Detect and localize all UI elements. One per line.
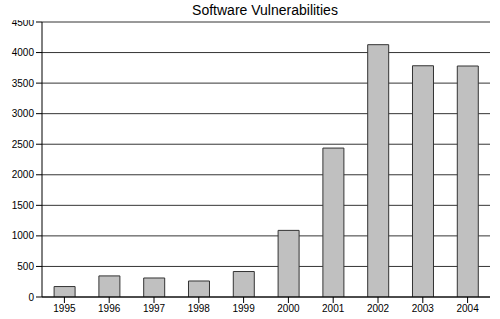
svg-text:2500: 2500 [12,139,35,150]
svg-text:4500: 4500 [12,20,35,28]
svg-text:500: 500 [17,261,34,272]
svg-text:2003: 2003 [412,303,435,314]
svg-text:2004: 2004 [456,303,479,314]
svg-text:4000: 4000 [12,47,35,58]
svg-text:1996: 1996 [98,303,121,314]
svg-text:3000: 3000 [12,108,35,119]
svg-text:1998: 1998 [188,303,211,314]
svg-text:2001: 2001 [322,303,345,314]
svg-text:1999: 1999 [232,303,255,314]
svg-text:3500: 3500 [12,78,35,89]
svg-text:1000: 1000 [12,230,35,241]
svg-text:0: 0 [28,292,34,303]
html-text:Software Vulnerabilities: Software Vulnerabilities [192,2,338,18]
svg-text:1995: 1995 [53,303,76,314]
svg-text:1500: 1500 [12,200,35,211]
svg-text:2000: 2000 [277,303,300,314]
svg-text:2002: 2002 [367,303,390,314]
svg-text:2000: 2000 [12,169,35,180]
svg-text:1997: 1997 [143,303,166,314]
